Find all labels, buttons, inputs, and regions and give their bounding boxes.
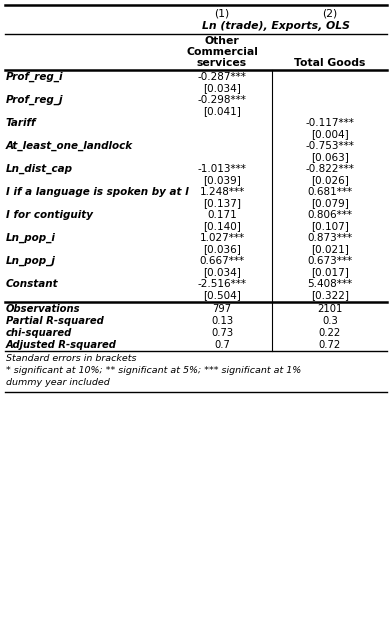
Text: [0.021]: [0.021] xyxy=(311,244,349,254)
Text: [0.063]: [0.063] xyxy=(311,152,349,162)
Text: Ln_pop_i: Ln_pop_i xyxy=(6,233,56,244)
Text: Prof_reg_j: Prof_reg_j xyxy=(6,95,64,105)
Text: Total Goods: Total Goods xyxy=(294,58,366,68)
Text: services: services xyxy=(197,58,247,68)
Text: 1.027***: 1.027*** xyxy=(200,233,245,243)
Text: 2101: 2101 xyxy=(317,304,343,314)
Text: [0.504]: [0.504] xyxy=(203,290,241,300)
Text: 0.22: 0.22 xyxy=(319,328,341,338)
Text: 0.673***: 0.673*** xyxy=(307,256,352,266)
Text: Tariff: Tariff xyxy=(6,118,36,128)
Text: Ln_dist_cap: Ln_dist_cap xyxy=(6,164,73,174)
Text: Ln (trade), Exports, OLS: Ln (trade), Exports, OLS xyxy=(202,21,350,31)
Text: Prof_reg_i: Prof_reg_i xyxy=(6,72,64,82)
Text: [0.107]: [0.107] xyxy=(311,221,349,231)
Text: Observations: Observations xyxy=(6,304,81,314)
Text: 797: 797 xyxy=(212,304,232,314)
Text: 0.681***: 0.681*** xyxy=(307,187,352,197)
Text: chi-squared: chi-squared xyxy=(6,328,72,338)
Text: * significant at 10%; ** significant at 5%; *** significant at 1%: * significant at 10%; ** significant at … xyxy=(6,366,301,375)
Text: -1.013***: -1.013*** xyxy=(198,164,247,174)
Text: 0.806***: 0.806*** xyxy=(307,210,352,220)
Text: [0.036]: [0.036] xyxy=(203,244,241,254)
Text: 0.171: 0.171 xyxy=(207,210,237,220)
Text: I for contiguity: I for contiguity xyxy=(6,210,93,220)
Text: Ln_pop_j: Ln_pop_j xyxy=(6,256,56,266)
Text: (2): (2) xyxy=(322,8,338,18)
Text: [0.026]: [0.026] xyxy=(311,175,349,185)
Text: 1.248***: 1.248*** xyxy=(200,187,245,197)
Text: 0.873***: 0.873*** xyxy=(307,233,352,243)
Text: 0.73: 0.73 xyxy=(211,328,233,338)
Text: Other: Other xyxy=(205,36,240,46)
Text: Constant: Constant xyxy=(6,279,59,289)
Text: 5.408***: 5.408*** xyxy=(307,279,352,289)
Text: [0.041]: [0.041] xyxy=(203,106,241,116)
Text: I if a language is spoken by at l: I if a language is spoken by at l xyxy=(6,187,189,197)
Text: -0.117***: -0.117*** xyxy=(305,118,354,128)
Text: At_least_one_landlock: At_least_one_landlock xyxy=(6,141,133,151)
Text: 0.3: 0.3 xyxy=(322,316,338,326)
Text: -0.753***: -0.753*** xyxy=(305,141,354,151)
Text: Partial R-squared: Partial R-squared xyxy=(6,316,104,326)
Text: Standard errors in brackets: Standard errors in brackets xyxy=(6,354,136,363)
Text: Commercial: Commercial xyxy=(186,47,258,57)
Text: -0.287***: -0.287*** xyxy=(198,72,247,82)
Text: [0.079]: [0.079] xyxy=(311,198,349,208)
Text: 0.7: 0.7 xyxy=(214,340,230,350)
Text: [0.039]: [0.039] xyxy=(203,175,241,185)
Text: (1): (1) xyxy=(214,8,230,18)
Text: [0.034]: [0.034] xyxy=(203,267,241,277)
Text: 0.667***: 0.667*** xyxy=(200,256,245,266)
Text: [0.034]: [0.034] xyxy=(203,83,241,93)
Text: [0.004]: [0.004] xyxy=(311,129,349,139)
Text: -2.516***: -2.516*** xyxy=(198,279,247,289)
Text: [0.140]: [0.140] xyxy=(203,221,241,231)
Text: [0.017]: [0.017] xyxy=(311,267,349,277)
Text: -0.822***: -0.822*** xyxy=(305,164,354,174)
Text: 0.72: 0.72 xyxy=(319,340,341,350)
Text: dummy year included: dummy year included xyxy=(6,378,110,387)
Text: [0.322]: [0.322] xyxy=(311,290,349,300)
Text: Adjusted R-squared: Adjusted R-squared xyxy=(6,340,117,350)
Text: -0.298***: -0.298*** xyxy=(198,95,247,105)
Text: [0.137]: [0.137] xyxy=(203,198,241,208)
Text: 0.13: 0.13 xyxy=(211,316,233,326)
